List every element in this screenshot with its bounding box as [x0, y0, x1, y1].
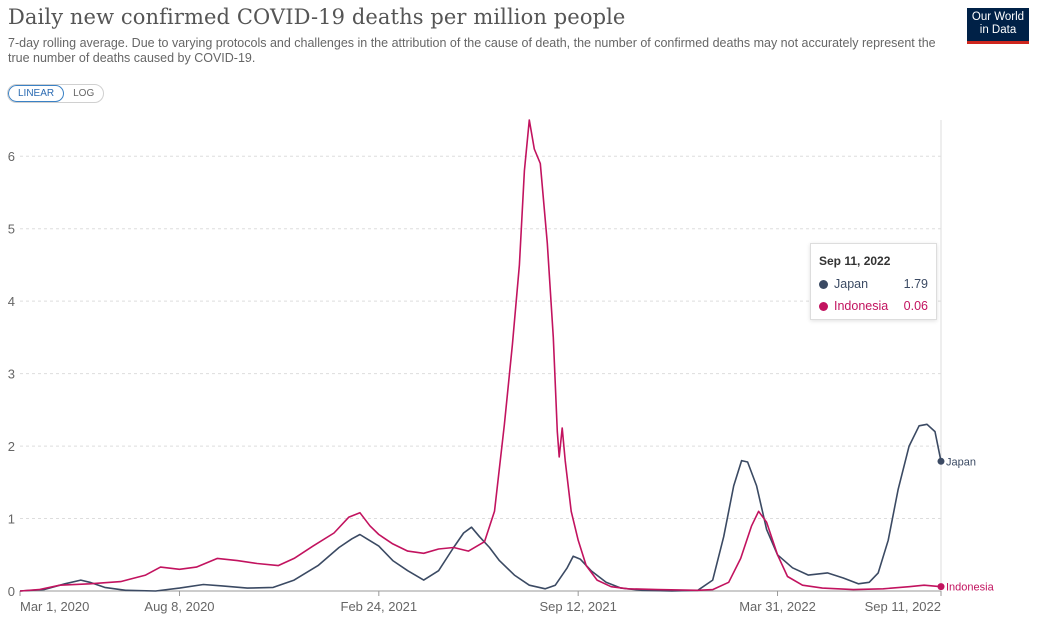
tooltip-series-name: Indonesia [834, 299, 889, 313]
series-end-point-indonesia [937, 583, 945, 591]
series-end-label-indonesia: Indonesia [946, 582, 995, 594]
y-tick-label: 2 [8, 439, 15, 454]
x-tick-label: Mar 1, 2020 [20, 599, 89, 614]
logo-line-2: in Data [979, 24, 1017, 36]
y-tick-label: 0 [8, 584, 15, 599]
series-line-japan [19, 423, 942, 592]
x-tick-label: Sep 11, 2022 [865, 599, 941, 614]
tooltip-date: Sep 11, 2022 [819, 254, 891, 268]
owid-logo[interactable]: Our World in Data [967, 8, 1029, 44]
linear-scale-button[interactable]: LINEAR [8, 85, 65, 102]
japan-dot-icon [819, 280, 828, 289]
logo-line-1: Our World [971, 11, 1025, 23]
series-end-point-japan [937, 457, 945, 465]
tooltip-series-name: Japan [834, 277, 869, 291]
tooltip-row-indonesia: Indonesia 0.06 [819, 298, 928, 314]
chart-title: Daily new confirmed COVID-19 deaths per … [8, 5, 626, 29]
y-tick-label: 5 [8, 222, 15, 237]
x-tick-label: Mar 31, 2022 [739, 599, 816, 614]
hover-tooltip: Sep 11, 2022 Japan 1.79 Indonesia 0.06 [810, 243, 937, 320]
y-tick-label: 6 [8, 149, 15, 164]
x-tick-label: Feb 24, 2021 [341, 599, 418, 614]
tooltip-series-value: 0.06 [903, 299, 928, 313]
series-line-indonesia [19, 119, 942, 592]
series-end-label-japan: Japan [946, 456, 976, 468]
y-tick-label: 1 [8, 512, 15, 527]
y-tick-label: 3 [8, 367, 15, 382]
log-scale-button[interactable]: LOG [73, 88, 95, 99]
y-tick-label: 4 [8, 294, 15, 309]
x-tick-label: Sep 12, 2021 [540, 599, 617, 614]
tooltip-row-japan: Japan 1.79 [819, 276, 928, 292]
indonesia-dot-icon [819, 302, 828, 311]
chart-subtitle: 7-day rolling average. Due to varying pr… [8, 36, 936, 65]
x-tick-label: Aug 8, 2020 [144, 599, 214, 614]
tooltip-series-value: 1.79 [903, 277, 928, 291]
scale-toggle: LINEAR LOG [7, 84, 105, 103]
